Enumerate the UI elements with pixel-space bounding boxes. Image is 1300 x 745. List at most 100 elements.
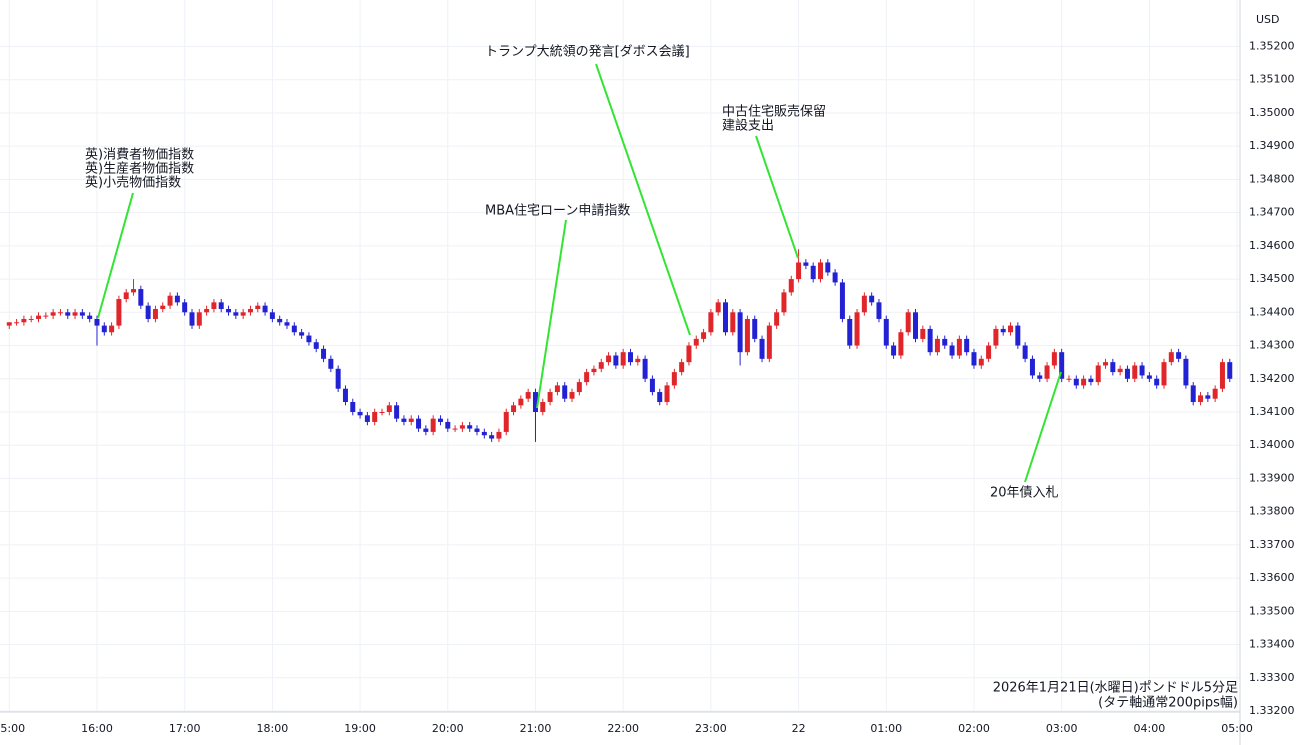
candle-body	[920, 328, 926, 339]
candle-body	[364, 415, 370, 422]
candle-body	[1110, 362, 1116, 373]
candle-body	[679, 362, 685, 373]
candle-body	[174, 295, 180, 303]
x-tick-label: 23:00	[695, 722, 727, 735]
candle-body	[986, 345, 992, 359]
candle-body	[759, 338, 765, 359]
candle-body	[350, 402, 356, 412]
y-tick-label: 1.33200	[1249, 704, 1295, 717]
y-tick-label: 1.33600	[1249, 571, 1295, 584]
grid	[0, 0, 1240, 712]
candle-body	[591, 368, 597, 373]
candle-body	[6, 322, 12, 326]
candle-body	[722, 302, 728, 333]
leader-line	[595, 63, 691, 336]
candle-body	[635, 358, 641, 363]
candle-body	[1146, 375, 1152, 379]
candle-body	[818, 262, 824, 280]
leader-line	[1024, 371, 1062, 483]
candle-body	[116, 299, 122, 326]
candle-body	[496, 431, 502, 439]
candle-body	[36, 315, 42, 319]
candle-body	[803, 262, 809, 266]
x-tick-label: 19:00	[344, 722, 376, 735]
axes: 1.33200 1.33300 1.33400 1.33500 1.33600 1.337…	[0, 40, 1295, 735]
footnote: 2026年1月21日(水曜日)ポンドドル5分足	[993, 681, 1238, 696]
y-tick-label: 1.33900	[1249, 471, 1295, 484]
candle-body	[262, 305, 268, 313]
candle-body	[394, 405, 400, 419]
candle-body	[372, 411, 378, 422]
candle-body	[226, 308, 232, 313]
y-tick-label: 1.33500	[1249, 604, 1295, 617]
candle-body	[781, 292, 787, 313]
candle-body	[218, 302, 224, 309]
candle-body	[730, 312, 736, 333]
candle-body	[532, 392, 538, 412]
candle-body	[964, 338, 970, 353]
candle-body	[657, 392, 663, 403]
annotation-text: 英)小売物価指数	[85, 175, 181, 191]
candle-body	[898, 332, 904, 356]
candle-body	[569, 392, 575, 399]
candle-body	[1139, 365, 1145, 376]
candle-body	[247, 308, 253, 313]
x-tick-label: 05:00	[1221, 722, 1253, 735]
candle-body	[642, 358, 648, 379]
candle-body	[94, 318, 100, 326]
currency-label: USD	[1256, 13, 1280, 26]
candle-body	[1000, 328, 1006, 333]
candle-body	[613, 355, 619, 366]
y-tick-label: 1.34300	[1249, 339, 1295, 352]
candle-body	[138, 289, 144, 306]
annotation-text: 英)消費者物価指数	[85, 148, 194, 163]
candle-body	[576, 382, 582, 393]
candle-body	[328, 358, 334, 369]
candle-body	[489, 435, 495, 439]
candle-body	[511, 405, 517, 412]
candle-body	[1066, 378, 1072, 380]
candle-body	[547, 392, 553, 403]
candle-body	[109, 325, 115, 333]
candle-body	[401, 418, 407, 422]
candle-body	[883, 318, 889, 346]
x-tick-label: 02:00	[958, 722, 990, 735]
candle-body	[620, 352, 626, 366]
candle-body	[934, 338, 940, 353]
candle-body	[847, 318, 853, 346]
candle-body	[905, 312, 911, 333]
candle-body	[306, 335, 312, 343]
y-tick-label: 1.34000	[1249, 438, 1295, 451]
y-tick-label: 1.34200	[1249, 372, 1295, 385]
candle-body	[28, 318, 34, 320]
candle-body	[540, 402, 546, 412]
candle-body	[854, 312, 860, 346]
candle-body	[649, 378, 655, 393]
y-tick-label: 1.34600	[1249, 239, 1295, 252]
annotation-text: MBA住宅ローン申請指数	[485, 204, 630, 219]
candle-body	[408, 418, 414, 422]
candle-body	[598, 362, 604, 369]
annotation-text: 建設支出	[722, 118, 774, 134]
candle-body	[1132, 365, 1138, 379]
candle-body	[737, 312, 743, 353]
candle-body	[832, 272, 838, 283]
candle-body	[474, 428, 480, 432]
x-tick-label: 22	[792, 722, 806, 735]
y-tick-label: 1.34800	[1249, 172, 1295, 185]
x-tick-label: 21:00	[520, 722, 552, 735]
y-tick-label: 1.34100	[1249, 405, 1295, 418]
candle-body	[21, 318, 27, 323]
candle-body	[131, 289, 137, 293]
candle-body	[357, 411, 363, 416]
candle-body	[810, 265, 816, 280]
candle-body	[1073, 378, 1079, 386]
x-tick-label: 16:00	[81, 722, 113, 735]
candle-body	[452, 428, 458, 430]
y-tick-label: 1.33700	[1249, 538, 1295, 551]
candle-body	[788, 279, 794, 293]
candle-body	[233, 312, 239, 316]
candle-body	[269, 312, 275, 319]
candle-body	[752, 318, 758, 339]
